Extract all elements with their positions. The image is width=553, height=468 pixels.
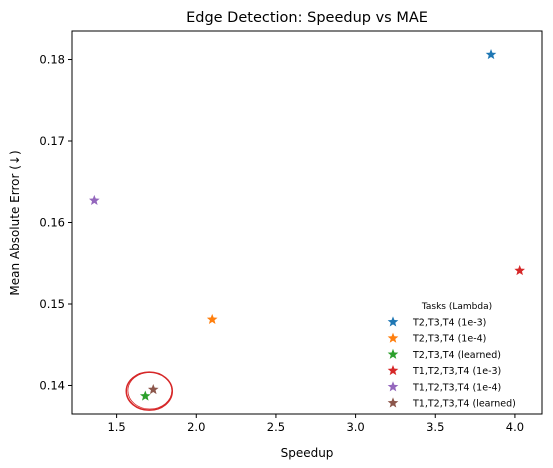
legend-marker [387, 365, 399, 376]
legend-entry: T1,T2,T3,T4 (learned) [412, 399, 516, 410]
y-axis-label: Mean Absolute Error (↓) [8, 150, 22, 295]
legend-marker [387, 316, 399, 327]
legend-entry: T2,T3,T4 (1e-3) [412, 318, 486, 329]
legend-title: Tasks (Lambda) [421, 302, 492, 312]
x-tick-label: 4.0 [506, 420, 524, 434]
x-tick-label: 2.5 [267, 420, 285, 434]
y-tick-label: 0.17 [39, 134, 65, 148]
y-tick-label: 0.14 [39, 378, 65, 392]
legend-entry: T2,T3,T4 (learned) [412, 350, 501, 361]
plot-area [71, 30, 543, 415]
legend-marker [387, 332, 399, 343]
data-point [485, 49, 497, 60]
legend-entry: T1,T2,T3,T4 (1e-4) [412, 382, 501, 393]
x-axis-label: Speedup [281, 446, 334, 460]
data-point [139, 390, 151, 401]
x-tick-label: 1.5 [107, 420, 125, 434]
y-tick-label: 0.18 [39, 53, 65, 67]
x-tick-label: 2.0 [187, 420, 205, 434]
x-tick-label: 3.0 [346, 420, 364, 434]
legend-entry: T1,T2,T3,T4 (1e-3) [412, 366, 501, 377]
data-point [514, 264, 526, 276]
data-point [206, 313, 218, 324]
y-tick-label: 0.16 [39, 216, 65, 230]
data-point [147, 383, 159, 395]
highlight-circle-stroke [127, 371, 173, 410]
legend: Tasks (Lambda) T2,T3,T4 (1e-3) T2,T3,T4 (… [387, 302, 516, 410]
y-tick-label: 0.15 [39, 297, 65, 311]
legend-marker [387, 397, 399, 408]
legend-entry: T2,T3,T4 (1e-4) [412, 334, 486, 345]
chart-title: Edge Detection: Speedup vs MAE [186, 10, 428, 26]
legend-marker [387, 381, 399, 392]
data-point [88, 194, 100, 206]
legend-marker [387, 348, 399, 359]
x-tick-label: 3.5 [426, 420, 444, 434]
